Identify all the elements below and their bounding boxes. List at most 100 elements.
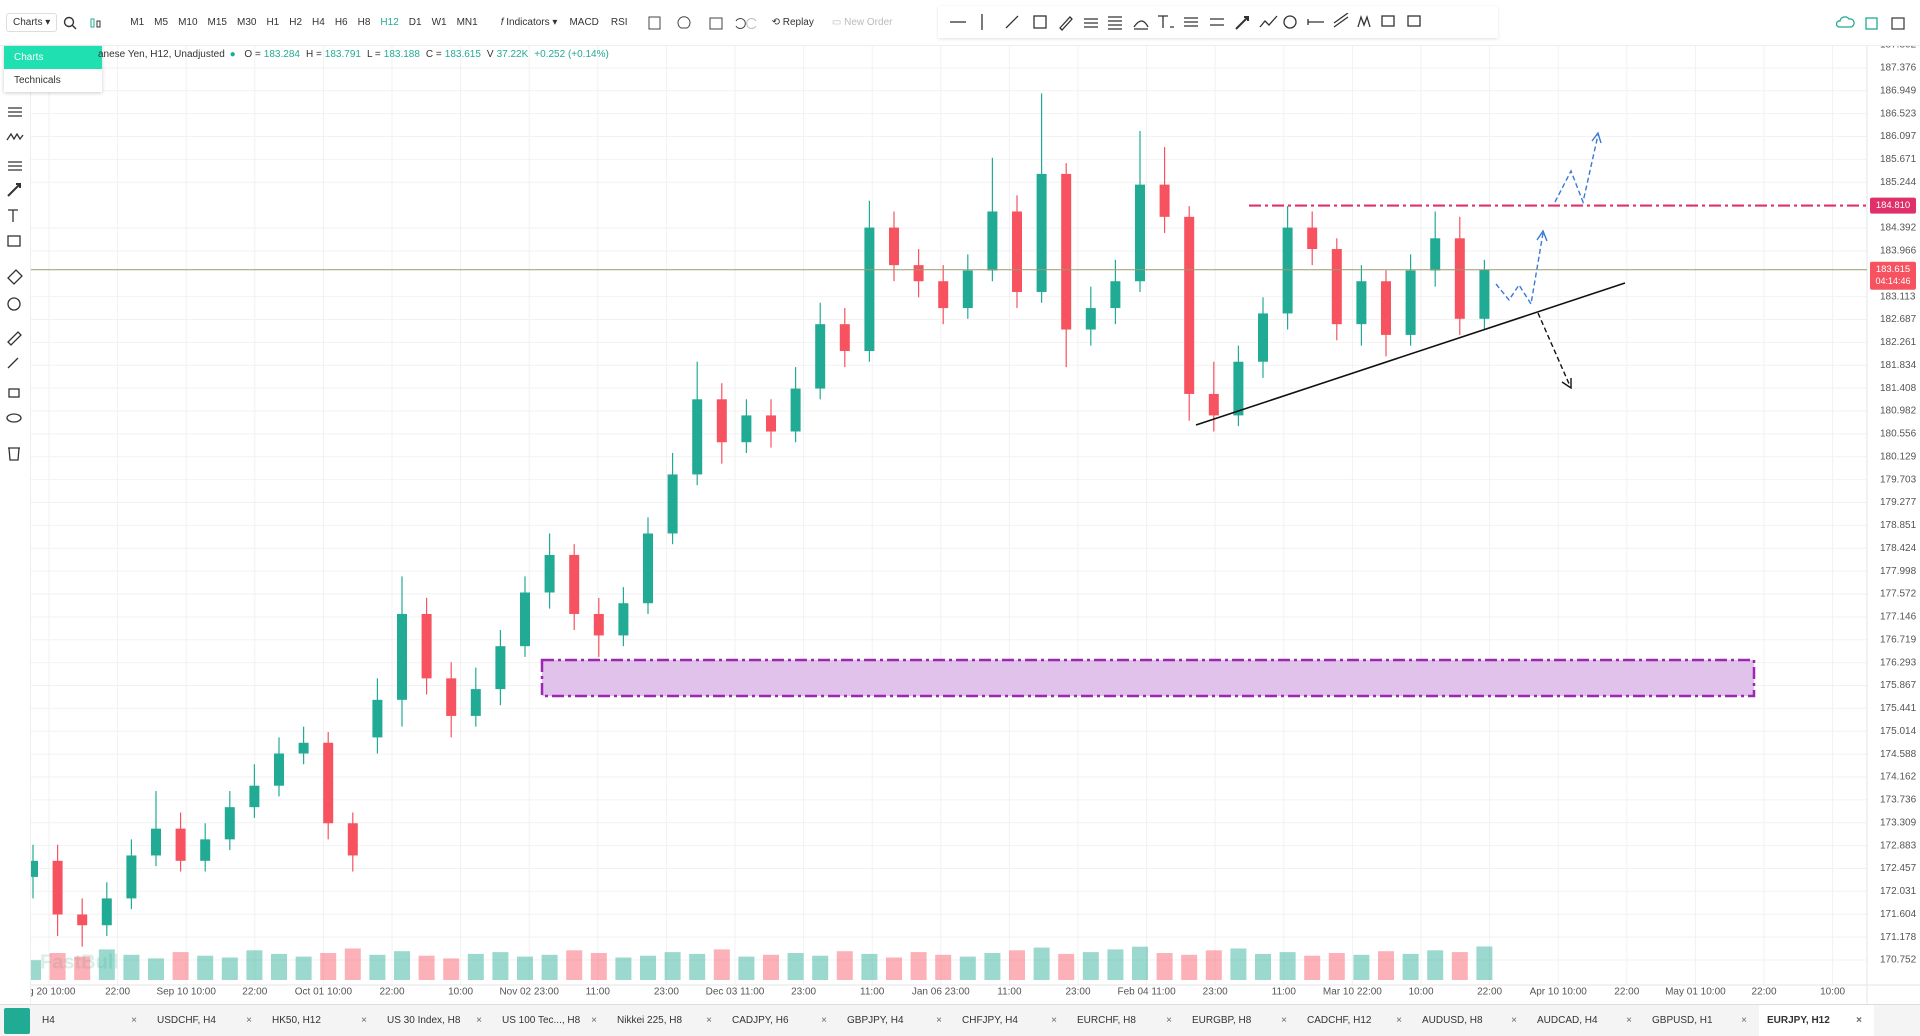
price-tag-label: 183.615: [1876, 264, 1910, 275]
tab[interactable]: EURGBP, H8 ×: [1184, 1005, 1299, 1036]
volume-bar: [394, 951, 410, 980]
charts-button[interactable]: Charts ▾: [6, 13, 58, 32]
volume-bar: [443, 958, 460, 980]
volume-bar: [1230, 948, 1247, 980]
volume-bar: [49, 953, 66, 980]
tab[interactable]: HK50, H12 ×: [264, 1005, 379, 1036]
timeframe-button[interactable]: M10: [178, 17, 198, 28]
candle-body: [1184, 216, 1195, 394]
favorite-icon[interactable]: [4, 1007, 30, 1034]
candle-body: [249, 785, 260, 808]
tab[interactable]: CADJPY, H6 ×: [724, 1005, 839, 1036]
timeframe-button[interactable]: H1: [266, 17, 280, 28]
candle-body: [126, 855, 137, 899]
search-icon[interactable]: [63, 16, 77, 30]
y-tick-label: 175.867: [1880, 680, 1917, 691]
tab-close[interactable]: ×: [1856, 1015, 1862, 1026]
candle-body: [741, 415, 752, 443]
volume-bar: [1181, 954, 1198, 980]
menu-item[interactable]: Charts: [4, 46, 102, 69]
candle-body: [618, 603, 629, 636]
tab[interactable]: H4 ×: [34, 1005, 149, 1036]
tab[interactable]: USDCHF, H4 ×: [149, 1005, 264, 1036]
timeframe-button[interactable]: H2: [289, 17, 303, 28]
volume-bar: [984, 953, 1001, 980]
tab-close[interactable]: ×: [1396, 1015, 1402, 1026]
study-button[interactable]: MACD: [569, 17, 599, 28]
volume-bar: [1033, 947, 1050, 980]
candle-body: [28, 860, 38, 877]
y-tick-label: 177.146: [1880, 612, 1917, 623]
timeframe-button[interactable]: H8: [357, 17, 371, 28]
volume-bar: [1476, 946, 1493, 980]
x-tick-label: 22:00: [379, 987, 404, 998]
y-tick-label: 186.949: [1880, 85, 1917, 96]
tab-close[interactable]: ×: [1511, 1015, 1517, 1026]
timeframe-button[interactable]: M15: [207, 17, 227, 28]
grid: [31, 44, 1867, 985]
volume-bar: [713, 949, 730, 980]
timeframe-button[interactable]: H12: [380, 17, 399, 28]
tab[interactable]: EURCHF, H8 ×: [1069, 1005, 1184, 1036]
tab-close[interactable]: ×: [1166, 1015, 1172, 1026]
volume-bar: [1451, 952, 1468, 980]
timeframe-button[interactable]: W1: [431, 17, 447, 28]
tab-label: EURCHF, H8: [1077, 1015, 1136, 1026]
new-order-button[interactable]: ▭ New Order: [831, 17, 893, 28]
timeframe-button[interactable]: MN1: [456, 17, 478, 28]
x-tick-label: Dec 03 11:00: [706, 987, 765, 998]
quote-label: O =: [244, 49, 261, 60]
y-tick-label: 180.129: [1880, 451, 1917, 462]
candle-body: [1135, 184, 1145, 282]
quote-value: 183.791: [324, 49, 361, 60]
tab-close[interactable]: ×: [591, 1015, 597, 1026]
zone-rectangle: [540, 658, 1756, 698]
study-button[interactable]: RSI: [610, 17, 628, 28]
candle-body: [716, 399, 727, 443]
volume-bar: [369, 954, 386, 980]
tab-close[interactable]: ×: [361, 1015, 367, 1026]
tab-close[interactable]: ×: [1051, 1015, 1057, 1026]
tab-label: Nikkei 225, H8: [617, 1015, 683, 1026]
tab-close[interactable]: ×: [821, 1015, 827, 1026]
menu-item[interactable]: Technicals: [14, 75, 61, 86]
tab[interactable]: AUDCAD, H4 ×: [1529, 1005, 1644, 1036]
timeframe-button[interactable]: M1: [130, 17, 145, 28]
volume-bar: [861, 953, 878, 980]
timeframe-button[interactable]: M30: [236, 17, 257, 28]
replay-button[interactable]: ⟲ Replay: [771, 17, 814, 28]
indicators-button[interactable]: f Indicators ▾: [500, 17, 558, 28]
y-tick-label: 170.752: [1880, 955, 1917, 966]
volume-bar: [664, 952, 681, 980]
tab[interactable]: EURJPY, H12 ×: [1759, 1005, 1874, 1036]
dropdown-menu: Charts Technicals: [4, 46, 102, 92]
volume-bar: [172, 952, 189, 980]
tab-label: US 30 Index, H8: [387, 1015, 461, 1026]
timeframe-button[interactable]: H4: [312, 17, 325, 28]
tab-close[interactable]: ×: [936, 1015, 942, 1026]
tab-close[interactable]: ×: [246, 1015, 252, 1026]
tab[interactable]: GBPJPY, H4 ×: [839, 1005, 954, 1036]
tab-close[interactable]: ×: [1626, 1015, 1632, 1026]
tab[interactable]: AUDUSD, H8 ×: [1414, 1005, 1529, 1036]
volume-bar: [910, 952, 927, 980]
tab-close[interactable]: ×: [1281, 1015, 1287, 1026]
timeframe-button[interactable]: D1: [408, 17, 422, 28]
volume-bar: [566, 950, 583, 980]
volume-bar: [959, 956, 976, 980]
tab-close[interactable]: ×: [131, 1015, 137, 1026]
tab[interactable]: CADCHF, H12 ×: [1299, 1005, 1414, 1036]
chart-type-icon[interactable]: [87, 16, 111, 30]
tab[interactable]: US 100 Tec..., H8 ×: [494, 1005, 609, 1036]
volume-bar: [615, 957, 632, 980]
tab-close[interactable]: ×: [476, 1015, 482, 1026]
tab[interactable]: US 30 Index, H8 ×: [379, 1005, 494, 1036]
tab-close[interactable]: ×: [1741, 1015, 1747, 1026]
x-tick-label: Sep 10 10:00: [156, 987, 216, 998]
timeframe-button[interactable]: M5: [154, 17, 169, 28]
tab[interactable]: Nikkei 225, H8 ×: [609, 1005, 724, 1036]
tab[interactable]: GBPUSD, H1 ×: [1644, 1005, 1759, 1036]
tab[interactable]: CHFJPY, H4 ×: [954, 1005, 1069, 1036]
tab-close[interactable]: ×: [706, 1015, 712, 1026]
timeframe-button[interactable]: H6: [334, 17, 348, 28]
